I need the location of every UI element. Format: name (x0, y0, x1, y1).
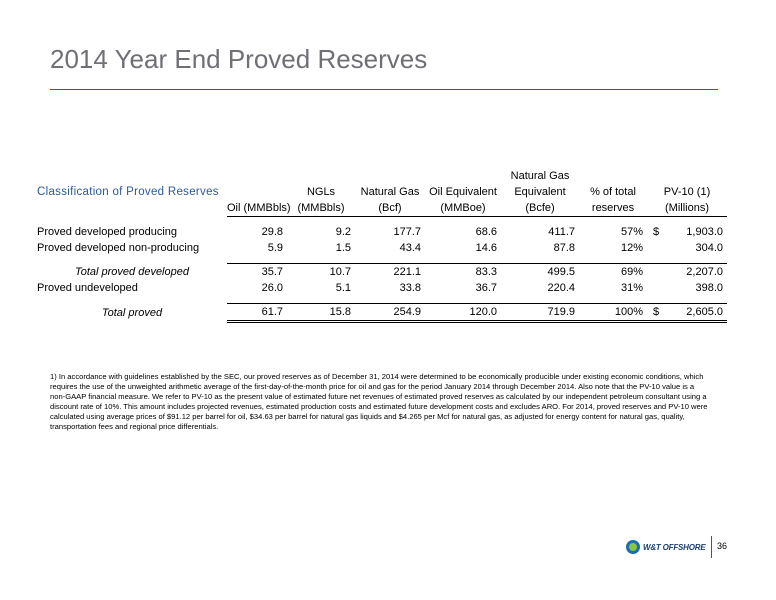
cell-value: 254.9 (355, 303, 425, 323)
column-header-line0: Natural Gas (510, 170, 570, 182)
column-header-line1: Equivalent (514, 186, 566, 198)
dollar-sign: $ (653, 226, 660, 238)
cell-value: 1.5 (335, 242, 351, 254)
page-number: 36 (717, 541, 728, 551)
cell-value: 87.8 (553, 242, 575, 254)
footnote: 1) In accordance with guidelines establi… (50, 372, 708, 431)
cell-value: 26.0 (261, 282, 283, 294)
cell-value: 398.0 (695, 282, 723, 294)
subtotal-row: Total proved developed 35.7 10.7 221.1 8… (37, 263, 727, 280)
cell-value: $1,903.0 (647, 224, 727, 240)
cell-value: 10.7 (287, 263, 355, 280)
column-header-line1: Oil Equivalent (429, 186, 497, 198)
cell-value: 14.6 (475, 242, 497, 254)
row-label: Proved undeveloped (37, 282, 138, 294)
column-header-units: reserves (579, 200, 647, 217)
reserves-table-container: Natural Gas Classification of Proved Res… (37, 168, 727, 323)
pv10-value: 1,903.0 (686, 226, 723, 238)
cell-value: 9.2 (335, 226, 351, 238)
header-row-top: Natural Gas (37, 168, 727, 184)
cell-value: 15.8 (287, 303, 355, 323)
column-header-units: (MMBbls) (287, 200, 355, 217)
classification-header: Classification of Proved Reserves (37, 186, 219, 198)
column-header-units: (Millions) (647, 200, 727, 217)
header-row-units: Oil (MMBbls) (MMBbls) (Bcf) (MMBoe) (Bcf… (37, 200, 727, 217)
column-header-line1: NGLs (306, 186, 336, 198)
row-label: Total proved developed (75, 265, 189, 278)
table-row: Proved developed producing 29.8 9.2 177.… (37, 224, 727, 240)
cell-value: 499.5 (501, 263, 579, 280)
cell-value: 100% (579, 303, 647, 323)
cell-value: 68.6 (475, 226, 497, 238)
total-row: Total proved 61.7 15.8 254.9 120.0 719.9… (37, 303, 727, 323)
cell-value: 2,207.0 (647, 263, 727, 280)
cell-value: 61.7 (227, 303, 287, 323)
cell-value: 69% (579, 263, 647, 280)
reserves-table: Natural Gas Classification of Proved Res… (37, 168, 727, 323)
cell-value: $2,605.0 (647, 303, 727, 323)
row-label: Total proved (101, 306, 163, 319)
column-header-units: (Bcf) (355, 200, 425, 217)
cell-value: 719.9 (501, 303, 579, 323)
cell-value: 5.9 (267, 242, 283, 254)
cell-value: 120.0 (425, 303, 501, 323)
footer-divider (711, 536, 712, 558)
cell-value: 35.7 (227, 263, 287, 280)
page-title: 2014 Year End Proved Reserves (50, 44, 428, 74)
wt-offshore-logo-icon (626, 540, 640, 554)
row-label: Proved developed producing (37, 226, 178, 238)
table-row: Proved developed non-producing 5.9 1.5 4… (37, 240, 727, 256)
title-divider (50, 89, 718, 90)
table-row: Proved undeveloped 26.0 5.1 33.8 36.7 22… (37, 280, 727, 296)
cell-value: 221.1 (355, 263, 425, 280)
cell-value: 12% (620, 242, 643, 254)
column-header-line1: Natural Gas (360, 186, 420, 198)
dollar-sign: $ (653, 306, 660, 318)
cell-value: 31% (620, 282, 643, 294)
column-header-units: (MMBoe) (425, 200, 501, 217)
cell-value: 57% (620, 226, 643, 238)
pv10-value: 2,605.0 (686, 306, 723, 318)
cell-value: 33.8 (399, 282, 421, 294)
cell-value: 43.4 (399, 242, 421, 254)
header-row-mid: Classification of Proved Reserves NGLs N… (37, 184, 727, 200)
company-logo: W&T OFFSHORE (626, 540, 706, 554)
row-label: Proved developed non-producing (37, 242, 200, 254)
column-header-units: Oil (MMBbls) (227, 200, 291, 217)
cell-value: 177.7 (393, 226, 421, 238)
column-header-units: (Bcfe) (501, 200, 579, 217)
cell-value: 220.4 (547, 282, 575, 294)
logo-text: W&T OFFSHORE (643, 542, 706, 552)
cell-value: 36.7 (475, 282, 497, 294)
cell-value: 411.7 (548, 226, 575, 238)
cell-value: 304.0 (695, 242, 723, 254)
cell-value: 29.8 (261, 226, 283, 238)
cell-value: 5.1 (335, 282, 351, 294)
cell-value: 83.3 (425, 263, 501, 280)
column-header-line1: % of total (590, 186, 636, 198)
column-header-line1: PV-10 (1) (663, 186, 711, 198)
